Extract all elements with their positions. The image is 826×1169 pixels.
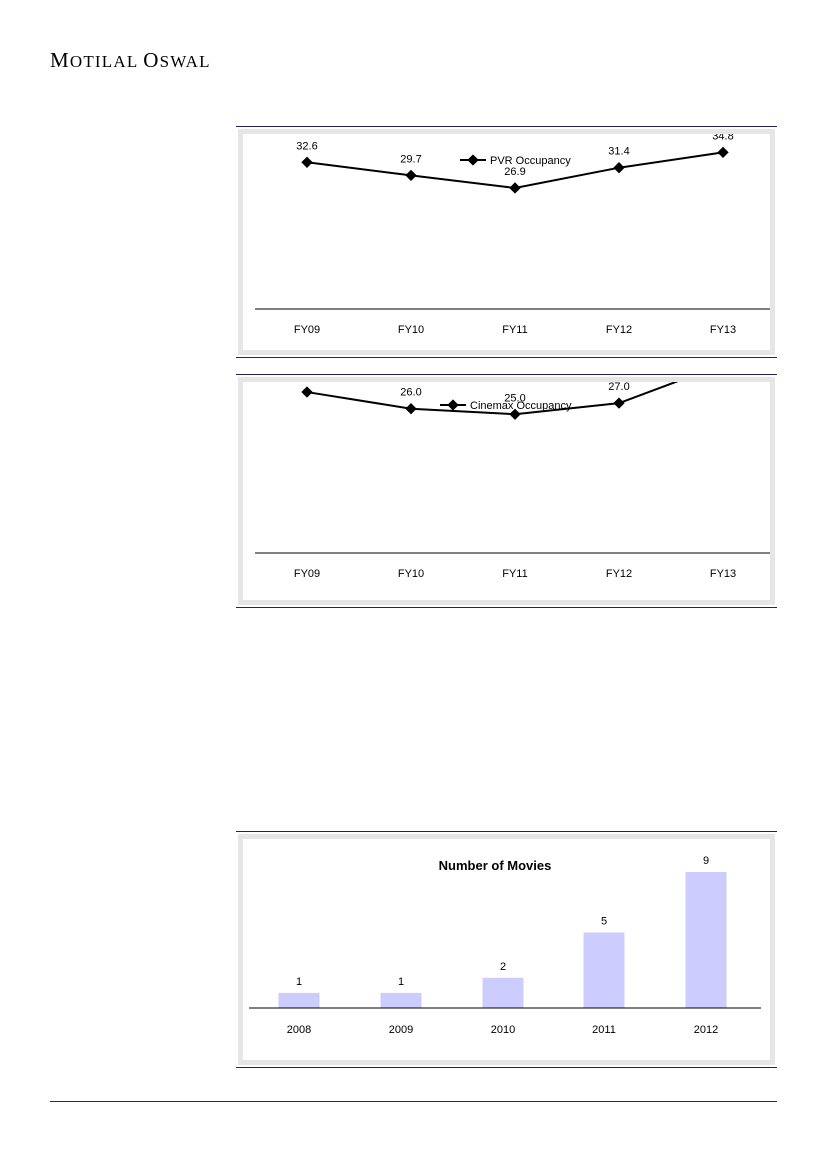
pvr-occupancy-chart: PVR Occupancy 32.6 FY09 29.7 FY10 26.9 FY11 31.… (236, 126, 777, 358)
x-tick-label: FY12 (606, 324, 632, 336)
x-tick-label: FY11 (502, 568, 527, 580)
data-label: 26.0 (400, 387, 421, 399)
number-of-movies-svg: Number of Movies 1 2008 1 2009 2 2010 5 2011 9 201… (249, 855, 761, 1036)
x-tick-label: FY10 (398, 324, 424, 336)
x-tick-label: FY11 (502, 324, 527, 336)
data-point (613, 162, 625, 174)
data-label: 9 (703, 855, 709, 867)
chart-title: Number of Movies (439, 858, 552, 873)
legend-label: Cinemax Occupancy (470, 400, 572, 412)
bar (482, 977, 524, 1008)
data-point (405, 169, 417, 182)
footer-divider (50, 1101, 777, 1102)
data-label: 27.0 (608, 382, 629, 393)
data-label: 1 (296, 976, 302, 988)
x-tick-label: FY12 (606, 568, 632, 580)
legend-marker (447, 399, 459, 411)
bar (583, 932, 625, 1008)
x-tick-label: FY09 (294, 324, 320, 336)
data-point (301, 156, 313, 168)
number-of-movies-chart: Number of Movies 1 2008 1 2009 2 2010 5 2011 9 201… (236, 831, 777, 1068)
data-point (301, 386, 313, 398)
x-tick-label: 2008 (287, 1024, 311, 1036)
x-tick-label: 2009 (389, 1024, 413, 1036)
data-point (509, 182, 521, 194)
pvr-occupancy-svg: PVR Occupancy 32.6 FY09 29.7 FY10 26.9 FY11 31.… (255, 130, 775, 336)
x-tick-label: FY10 (398, 568, 424, 580)
data-point (405, 403, 417, 415)
legend-label: PVR Occupancy (490, 155, 571, 167)
data-label: 31.4 (608, 146, 629, 158)
data-label: 26.9 (504, 166, 525, 178)
data-label: 1 (398, 976, 404, 988)
data-point (717, 146, 729, 159)
legend-marker (467, 154, 479, 166)
x-tick-label: FY13 (710, 324, 736, 336)
data-label: 34.8 (712, 134, 733, 142)
brand-logo: MOTILAL OSWAL (50, 48, 211, 72)
bar (685, 872, 727, 1008)
bar (278, 992, 320, 1008)
x-tick-label: 2012 (694, 1024, 718, 1036)
x-tick-label: 2011 (592, 1024, 616, 1036)
cinemax-occupancy-svg: Cinemax Occupancy29.0FY0926.0FY1025.0FY1… (255, 342, 775, 580)
data-label: 29.7 (400, 153, 421, 165)
data-label: 2 (500, 961, 506, 973)
data-label: 32.6 (296, 140, 317, 152)
cinemax-occupancy-chart: Cinemax Occupancy29.0FY0926.0FY1025.0FY1… (236, 342, 777, 608)
data-label: 5 (601, 915, 607, 927)
data-point (613, 397, 625, 409)
x-tick-label: FY09 (294, 568, 320, 580)
x-tick-label: FY13 (710, 568, 736, 580)
x-tick-label: 2010 (491, 1024, 515, 1036)
bar (380, 992, 422, 1008)
data-label: 25.0 (504, 392, 525, 404)
